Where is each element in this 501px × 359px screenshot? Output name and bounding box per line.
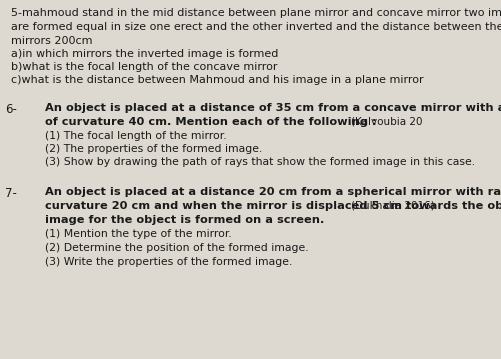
Text: An object is placed at a distance of 35 cm from a concave mirror with a radius: An object is placed at a distance of 35 … xyxy=(45,103,501,113)
Text: (1) The focal length of the mirror.: (1) The focal length of the mirror. xyxy=(45,131,226,141)
Text: An object is placed at a distance 20 cm from a spherical mirror with radius of: An object is placed at a distance 20 cm … xyxy=(45,187,501,197)
Text: a)in which mirrors the inverted image is formed: a)in which mirrors the inverted image is… xyxy=(11,49,278,59)
Text: mirrors 200cm: mirrors 200cm xyxy=(11,36,92,46)
Text: c)what is the distance between Mahmoud and his image in a plane mirror: c)what is the distance between Mahmoud a… xyxy=(11,75,423,85)
Text: (Kalvoubia 20: (Kalvoubia 20 xyxy=(351,117,422,127)
Text: b)what is the focal length of the concave mirror: b)what is the focal length of the concav… xyxy=(11,62,277,72)
Text: (3) Write the properties of the formed image.: (3) Write the properties of the formed i… xyxy=(45,257,292,267)
Text: are formed equal in size one erect and the other inverted and the distance betwe: are formed equal in size one erect and t… xyxy=(11,22,501,32)
Text: (2) Determine the position of the formed image.: (2) Determine the position of the formed… xyxy=(45,243,308,253)
Text: (3) Show by drawing the path of rays that show the formed image in this case.: (3) Show by drawing the path of rays tha… xyxy=(45,157,474,167)
Text: (1) Mention the type of the mirror.: (1) Mention the type of the mirror. xyxy=(45,229,231,239)
Text: 7-: 7- xyxy=(5,187,17,200)
Text: 5-mahmoud stand in the mid distance between plane mirror and concave mirror two : 5-mahmoud stand in the mid distance betw… xyxy=(11,8,501,18)
Text: curvature 20 cm and when the mirror is displaced 5 cm towards the object, an: curvature 20 cm and when the mirror is d… xyxy=(45,201,501,211)
Text: (2) The properties of the formed image.: (2) The properties of the formed image. xyxy=(45,144,262,154)
Text: (Dukhalia 2016): (Dukhalia 2016) xyxy=(351,201,434,211)
Text: image for the object is formed on a screen.: image for the object is formed on a scre… xyxy=(45,215,324,225)
Text: 6-: 6- xyxy=(5,103,17,116)
Text: of curvature 40 cm. Mention each of the following :: of curvature 40 cm. Mention each of the … xyxy=(45,117,376,127)
